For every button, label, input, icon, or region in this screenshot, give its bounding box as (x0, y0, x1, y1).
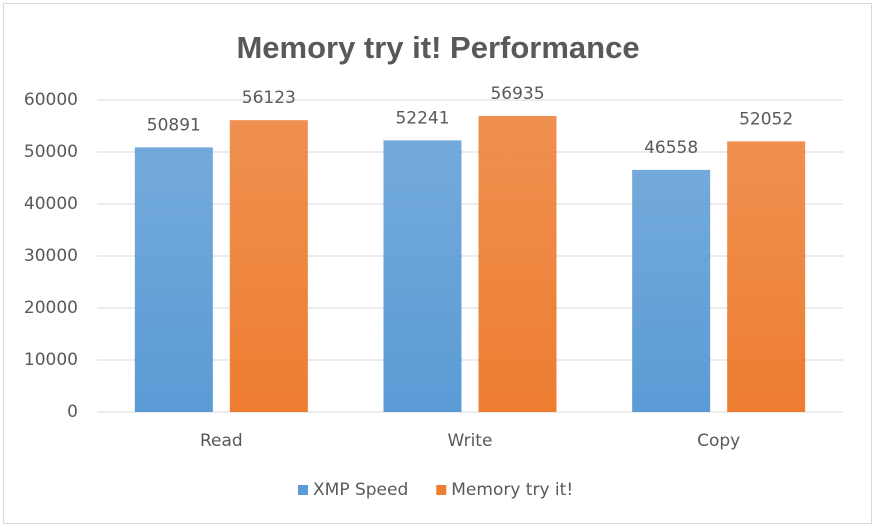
y-tick-label: 30000 (24, 246, 78, 266)
x-tick-label: Read (200, 431, 243, 451)
bar (632, 169, 711, 412)
y-tick-label: 0 (67, 402, 78, 422)
bar (134, 147, 213, 412)
x-tick-label: Copy (697, 431, 740, 451)
y-tick-label: 20000 (24, 298, 78, 318)
legend-swatch (436, 485, 447, 495)
bar (727, 141, 806, 413)
value-label: 52052 (739, 109, 793, 129)
x-tick-label: Write (448, 431, 493, 451)
y-tick-label: 50000 (24, 142, 78, 162)
value-label: 56935 (490, 84, 544, 104)
value-label: 52241 (395, 108, 449, 128)
value-label: 56123 (242, 88, 296, 108)
bar (478, 115, 557, 413)
y-tick-label: 10000 (24, 350, 78, 370)
value-label: 50891 (147, 115, 201, 135)
y-tick-label: 40000 (24, 194, 78, 214)
legend-swatch (298, 485, 308, 495)
y-tick-label: 60000 (24, 90, 78, 110)
legend-label: XMP Speed (313, 480, 408, 500)
bar (383, 140, 462, 412)
legend-label: Memory try it! (451, 480, 573, 500)
value-label: 46558 (644, 138, 698, 158)
bar (229, 120, 308, 412)
chart-title: Memory try it! Performance (236, 30, 639, 65)
